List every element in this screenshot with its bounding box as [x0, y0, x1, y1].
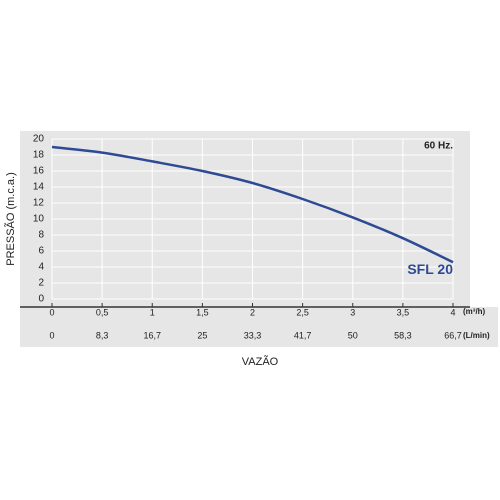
x2-tick-label: 16,7: [143, 330, 161, 340]
x-unit: (m³/h): [463, 307, 486, 316]
y-tick-label: 16: [33, 166, 45, 177]
x-tick-label: 1: [150, 307, 155, 317]
y-axis-label: PRESSÃO (m.c.a.): [4, 172, 17, 266]
x-tick-label: 0,5: [96, 307, 109, 317]
x2-tick-label: 33,3: [244, 330, 262, 340]
x-tick-label: 3: [350, 307, 355, 317]
y-tick-label: 2: [38, 278, 44, 289]
x2-tick-label: 41,7: [294, 330, 312, 340]
x2-tick-label: 50: [348, 330, 358, 340]
x2-tick-label: 58,3: [394, 330, 412, 340]
x-tick-label: 0: [49, 307, 54, 317]
y-tick-label: 8: [38, 230, 44, 241]
x2-tick-label: 66,7: [444, 330, 462, 340]
x2-tick-label: 25: [197, 330, 207, 340]
x-tick-label: 3,5: [397, 307, 410, 317]
y-tick-label: 6: [38, 246, 44, 257]
x-tick-label: 4: [450, 307, 455, 317]
series-line: [51, 145, 454, 264]
y-tick-label: 18: [33, 150, 45, 161]
x-tick-label: 1,5: [196, 307, 209, 317]
y-tick-label: 14: [33, 182, 45, 193]
x2-unit: (L/min): [463, 331, 490, 340]
annotation: 60 Hz.: [424, 141, 453, 152]
y-tick-label: 4: [38, 262, 44, 273]
y-tick-label: 0: [38, 294, 44, 305]
y-tick-label: 10: [33, 214, 45, 225]
axis-strip: [20, 307, 498, 347]
x-tick-label: 2,5: [296, 307, 309, 317]
x2-tick-label: 0: [49, 330, 54, 340]
x2-tick-label: 8,3: [96, 330, 109, 340]
x-tick-label: 2: [250, 307, 255, 317]
x-axis-label: VAZÃO: [242, 355, 279, 368]
y-tick-label: 20: [33, 134, 45, 145]
series-label: SFL 20: [407, 261, 453, 277]
y-tick-label: 12: [33, 198, 45, 209]
